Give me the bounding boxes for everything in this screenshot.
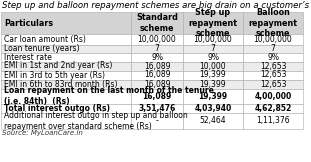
Text: 16,089: 16,089: [144, 70, 170, 80]
Text: Step up and balloon repayment schemes are big drain on a customer’s pocket: Step up and balloon repayment schemes ar…: [2, 1, 311, 11]
Text: 12,653: 12,653: [260, 70, 286, 80]
Bar: [243, 45, 303, 53]
Bar: [243, 80, 303, 88]
Bar: [1, 12, 131, 34]
Text: 9%: 9%: [151, 53, 163, 62]
Text: Step up
repayment
scheme: Step up repayment scheme: [188, 8, 238, 38]
Bar: [243, 113, 303, 129]
Text: 12,653: 12,653: [260, 80, 286, 88]
Bar: [131, 70, 183, 80]
Bar: [1, 80, 131, 88]
Text: 7: 7: [155, 44, 160, 53]
Text: 1,11,376: 1,11,376: [256, 116, 290, 126]
Bar: [243, 104, 303, 113]
Text: 10,00,000: 10,00,000: [138, 35, 176, 44]
Bar: [183, 88, 243, 104]
Text: 9%: 9%: [267, 53, 279, 62]
Bar: [243, 53, 303, 62]
Bar: [183, 104, 243, 113]
Bar: [1, 53, 131, 62]
Bar: [1, 70, 131, 80]
Bar: [183, 113, 243, 129]
Bar: [131, 53, 183, 62]
Bar: [131, 34, 183, 45]
Bar: [243, 12, 303, 34]
Bar: [243, 34, 303, 45]
Text: 9%: 9%: [207, 53, 219, 62]
Bar: [183, 53, 243, 62]
Text: EMI in 1st and 2nd year (Rs): EMI in 1st and 2nd year (Rs): [4, 62, 112, 70]
Text: Standard
scheme: Standard scheme: [136, 13, 178, 33]
Text: 16,089: 16,089: [144, 62, 170, 70]
Text: EMI in 3rd to 5th year (Rs): EMI in 3rd to 5th year (Rs): [4, 70, 105, 80]
Bar: [131, 62, 183, 70]
Bar: [183, 62, 243, 70]
Text: Source: MyLoanCare.in: Source: MyLoanCare.in: [2, 131, 83, 137]
Text: 19,399: 19,399: [200, 80, 226, 88]
Text: 3,51,476: 3,51,476: [138, 104, 176, 113]
Text: Loan repayment on the last month of the tenure
(i.e. 84th)  (Rs): Loan repayment on the last month of the …: [4, 87, 214, 105]
Bar: [131, 113, 183, 129]
Bar: [131, 45, 183, 53]
Text: Loan tenure (years): Loan tenure (years): [4, 44, 80, 53]
Bar: [131, 88, 183, 104]
Text: Interest rate: Interest rate: [4, 53, 52, 62]
Text: 19,399: 19,399: [200, 70, 226, 80]
Text: 7: 7: [271, 44, 276, 53]
Text: 12,653: 12,653: [260, 62, 286, 70]
Bar: [131, 104, 183, 113]
Text: 16,089: 16,089: [144, 80, 170, 88]
Text: Additional interest outgo in step up and balloon
repayment over standard scheme : Additional interest outgo in step up and…: [4, 111, 188, 131]
Text: 4,62,852: 4,62,852: [254, 104, 292, 113]
Bar: [183, 45, 243, 53]
Text: EMI in 6th to 83rd month (Rs): EMI in 6th to 83rd month (Rs): [4, 80, 118, 88]
Bar: [1, 45, 131, 53]
Bar: [243, 62, 303, 70]
Bar: [1, 88, 131, 104]
Text: 16,089: 16,089: [142, 92, 172, 100]
Text: Total interest outgo (Rs): Total interest outgo (Rs): [4, 104, 110, 113]
Bar: [183, 80, 243, 88]
Text: Balloon
repayment
scheme: Balloon repayment scheme: [248, 8, 298, 38]
Bar: [243, 88, 303, 104]
Bar: [243, 70, 303, 80]
Text: 19,399: 19,399: [198, 92, 228, 100]
Bar: [183, 70, 243, 80]
Bar: [1, 34, 131, 45]
Text: 10,00,000: 10,00,000: [254, 35, 292, 44]
Text: -: -: [156, 116, 158, 126]
Text: 10,000: 10,000: [200, 62, 226, 70]
Bar: [1, 62, 131, 70]
Text: 4,03,940: 4,03,940: [194, 104, 232, 113]
Bar: [183, 12, 243, 34]
Bar: [1, 104, 131, 113]
Bar: [1, 113, 131, 129]
Text: 52,464: 52,464: [200, 116, 226, 126]
Text: 4,00,000: 4,00,000: [254, 92, 292, 100]
Text: 7: 7: [211, 44, 216, 53]
Bar: [183, 34, 243, 45]
Text: Car loan amount (Rs): Car loan amount (Rs): [4, 35, 86, 44]
Bar: [131, 12, 183, 34]
Text: Particulars: Particulars: [4, 18, 53, 28]
Bar: [131, 80, 183, 88]
Text: 10,00,000: 10,00,000: [194, 35, 232, 44]
